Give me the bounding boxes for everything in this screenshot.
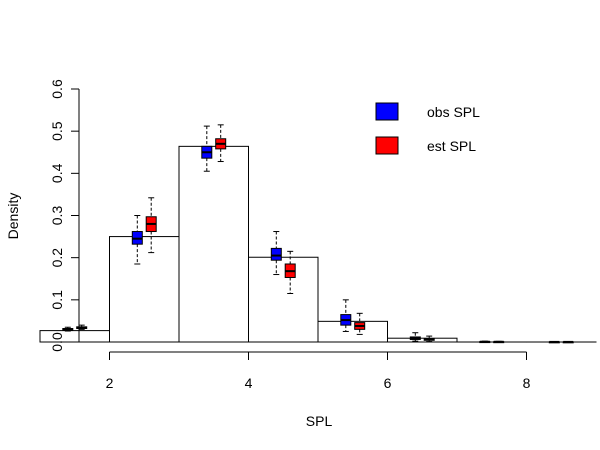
y-tick-label: 0.5: [49, 121, 65, 141]
histogram-bars: [39, 145, 597, 343]
histogram-bar: [178, 145, 249, 343]
y-tick-label: 0.1: [49, 290, 65, 310]
y-tick-label: 0.4: [49, 163, 65, 183]
histogram-bar: [387, 337, 458, 343]
x-tick-label: 8: [523, 375, 531, 391]
y-tick-label: 0.3: [49, 206, 65, 226]
x-tick-label: 2: [106, 375, 114, 391]
x-tick-label: 4: [245, 375, 253, 391]
y-tick-label: 0.6: [49, 79, 65, 99]
legend-swatch: [375, 102, 399, 121]
histogram-bar: [317, 320, 388, 343]
y-axis: 0.0 0.1 0.2 0.3 0.4 0.5 0.6: [49, 79, 80, 352]
legend-label: obs SPL: [427, 104, 480, 120]
legend-swatch: [375, 136, 399, 155]
x-tick-label: 6: [384, 375, 392, 391]
y-tick-label: 0.0: [49, 332, 65, 352]
legend: obs SPL est SPL: [375, 102, 480, 155]
x-axis-label: SPL: [306, 413, 333, 429]
histogram-bar: [248, 256, 319, 343]
x-axis: 2 4 6 8: [106, 351, 531, 391]
boxplot-series-est-spl: [76, 124, 574, 344]
boxplot-series: [62, 124, 574, 344]
legend-label: est SPL: [427, 138, 476, 154]
y-axis-label: Density: [5, 193, 21, 240]
y-tick-label: 0.2: [49, 248, 65, 268]
boxplot-box: [270, 247, 282, 261]
boxplot-series-obs-spl: [62, 125, 560, 344]
histogram-bar: [109, 236, 180, 343]
